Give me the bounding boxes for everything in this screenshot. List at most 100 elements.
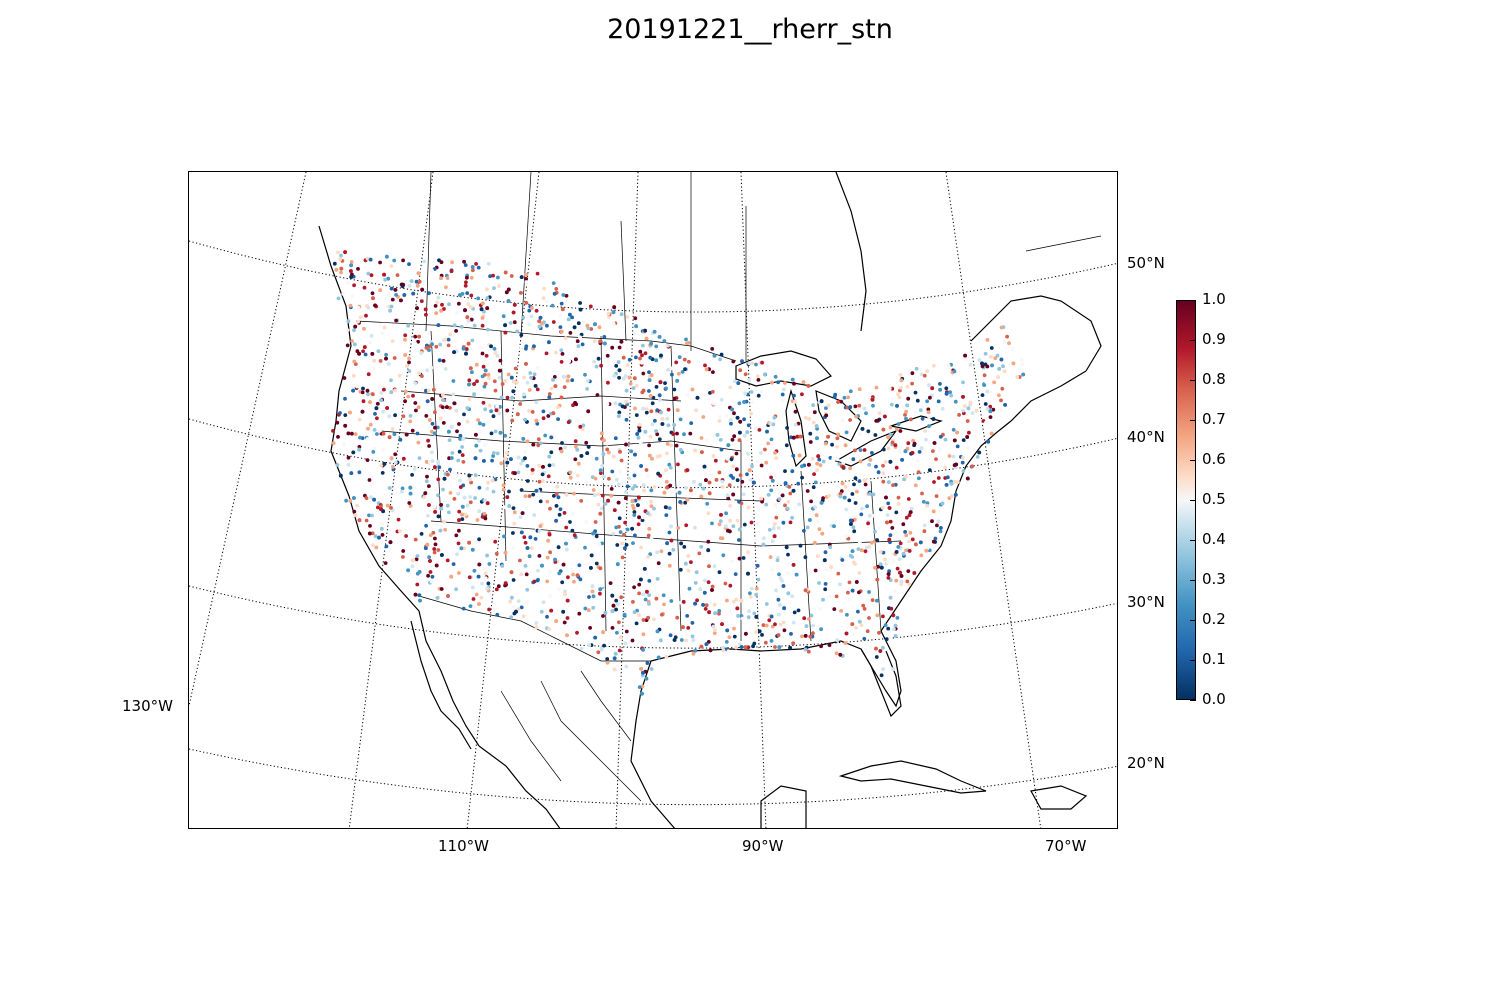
station-point: [525, 439, 530, 444]
station-point: [616, 500, 621, 505]
station-point: [717, 609, 722, 613]
station-point: [429, 450, 434, 455]
station-point: [760, 499, 764, 504]
station-point: [817, 581, 821, 585]
station-point: [572, 325, 577, 330]
station-point: [683, 561, 688, 566]
station-point: [927, 468, 932, 472]
station-point: [911, 438, 915, 443]
station-point: [552, 494, 556, 498]
station-point: [454, 587, 458, 592]
east-coast: [880, 370, 1087, 632]
station-point: [382, 387, 386, 392]
station-point: [636, 503, 640, 507]
station-point: [913, 483, 918, 488]
station-point: [752, 480, 756, 485]
station-point: [896, 422, 901, 426]
station-point: [896, 495, 901, 500]
gulf-coast: [650, 630, 902, 708]
station-point: [870, 397, 875, 402]
station-point: [482, 309, 486, 314]
station-point: [873, 565, 877, 570]
station-point: [691, 651, 696, 656]
station-point: [428, 344, 432, 348]
station-point: [584, 519, 589, 524]
station-point: [783, 481, 788, 486]
station-point: [545, 614, 549, 619]
station-point: [365, 388, 370, 393]
station-point: [562, 385, 567, 389]
station-point: [591, 531, 595, 536]
station-point: [661, 593, 666, 598]
station-point: [536, 568, 540, 573]
station-point: [620, 541, 624, 546]
us-mexico-border: [418, 595, 651, 662]
station-point: [667, 462, 672, 467]
station-point: [525, 464, 530, 468]
station-point: [655, 577, 660, 581]
station-point: [480, 346, 484, 350]
station-point: [614, 598, 619, 603]
station-point: [843, 641, 848, 645]
station-point: [511, 310, 516, 315]
station-point: [841, 465, 846, 469]
station-point: [389, 378, 393, 383]
station-point: [494, 587, 499, 592]
station-point: [433, 542, 438, 547]
station-point: [424, 523, 428, 528]
station-point: [823, 550, 828, 555]
station-point: [901, 405, 906, 409]
station-point: [851, 525, 856, 530]
station-point: [773, 374, 778, 379]
station-point: [761, 542, 766, 547]
station-point: [538, 315, 543, 320]
colorbar-tick-label: 0.9: [1202, 330, 1226, 348]
station-point: [496, 584, 501, 589]
meridian-label-90w: 90°W: [742, 837, 784, 855]
station-point: [961, 408, 965, 413]
station-point: [522, 535, 527, 539]
station-point: [643, 328, 647, 333]
station-point: [507, 489, 511, 494]
station-point: [608, 581, 613, 585]
station-point: [706, 640, 711, 644]
station-point: [602, 349, 607, 354]
station-point: [838, 491, 843, 496]
station-point: [910, 371, 915, 376]
station-point: [524, 272, 528, 277]
station-point: [817, 457, 822, 462]
station-point: [545, 579, 550, 584]
station-point: [605, 402, 610, 406]
station-point: [654, 358, 659, 363]
map-panel: [188, 171, 1118, 829]
station-point: [913, 390, 918, 395]
station-point: [849, 522, 853, 526]
station-point: [343, 423, 348, 428]
station-point: [647, 378, 652, 382]
station-point: [693, 601, 697, 606]
station-point: [589, 327, 594, 331]
station-point: [495, 451, 500, 456]
station-point: [417, 279, 422, 284]
station-point: [851, 457, 856, 462]
station-point: [989, 346, 994, 350]
station-point: [489, 431, 494, 436]
station-point: [371, 296, 375, 301]
station-point: [439, 503, 443, 507]
station-point: [540, 472, 545, 477]
station-point: [621, 355, 626, 360]
station-point: [512, 320, 517, 325]
station-point: [734, 451, 739, 456]
station-point: [483, 516, 488, 521]
station-point: [724, 524, 728, 529]
station-point: [807, 417, 811, 421]
station-point: [637, 428, 642, 433]
station-point: [848, 466, 852, 471]
station-point: [360, 390, 365, 395]
station-point: [999, 408, 1004, 413]
parallel-label-40n: 40°N: [1127, 428, 1165, 446]
parallel-label-20n: 20°N: [1127, 754, 1165, 772]
station-point: [601, 614, 605, 618]
station-point: [862, 607, 867, 611]
station-point: [664, 451, 669, 456]
